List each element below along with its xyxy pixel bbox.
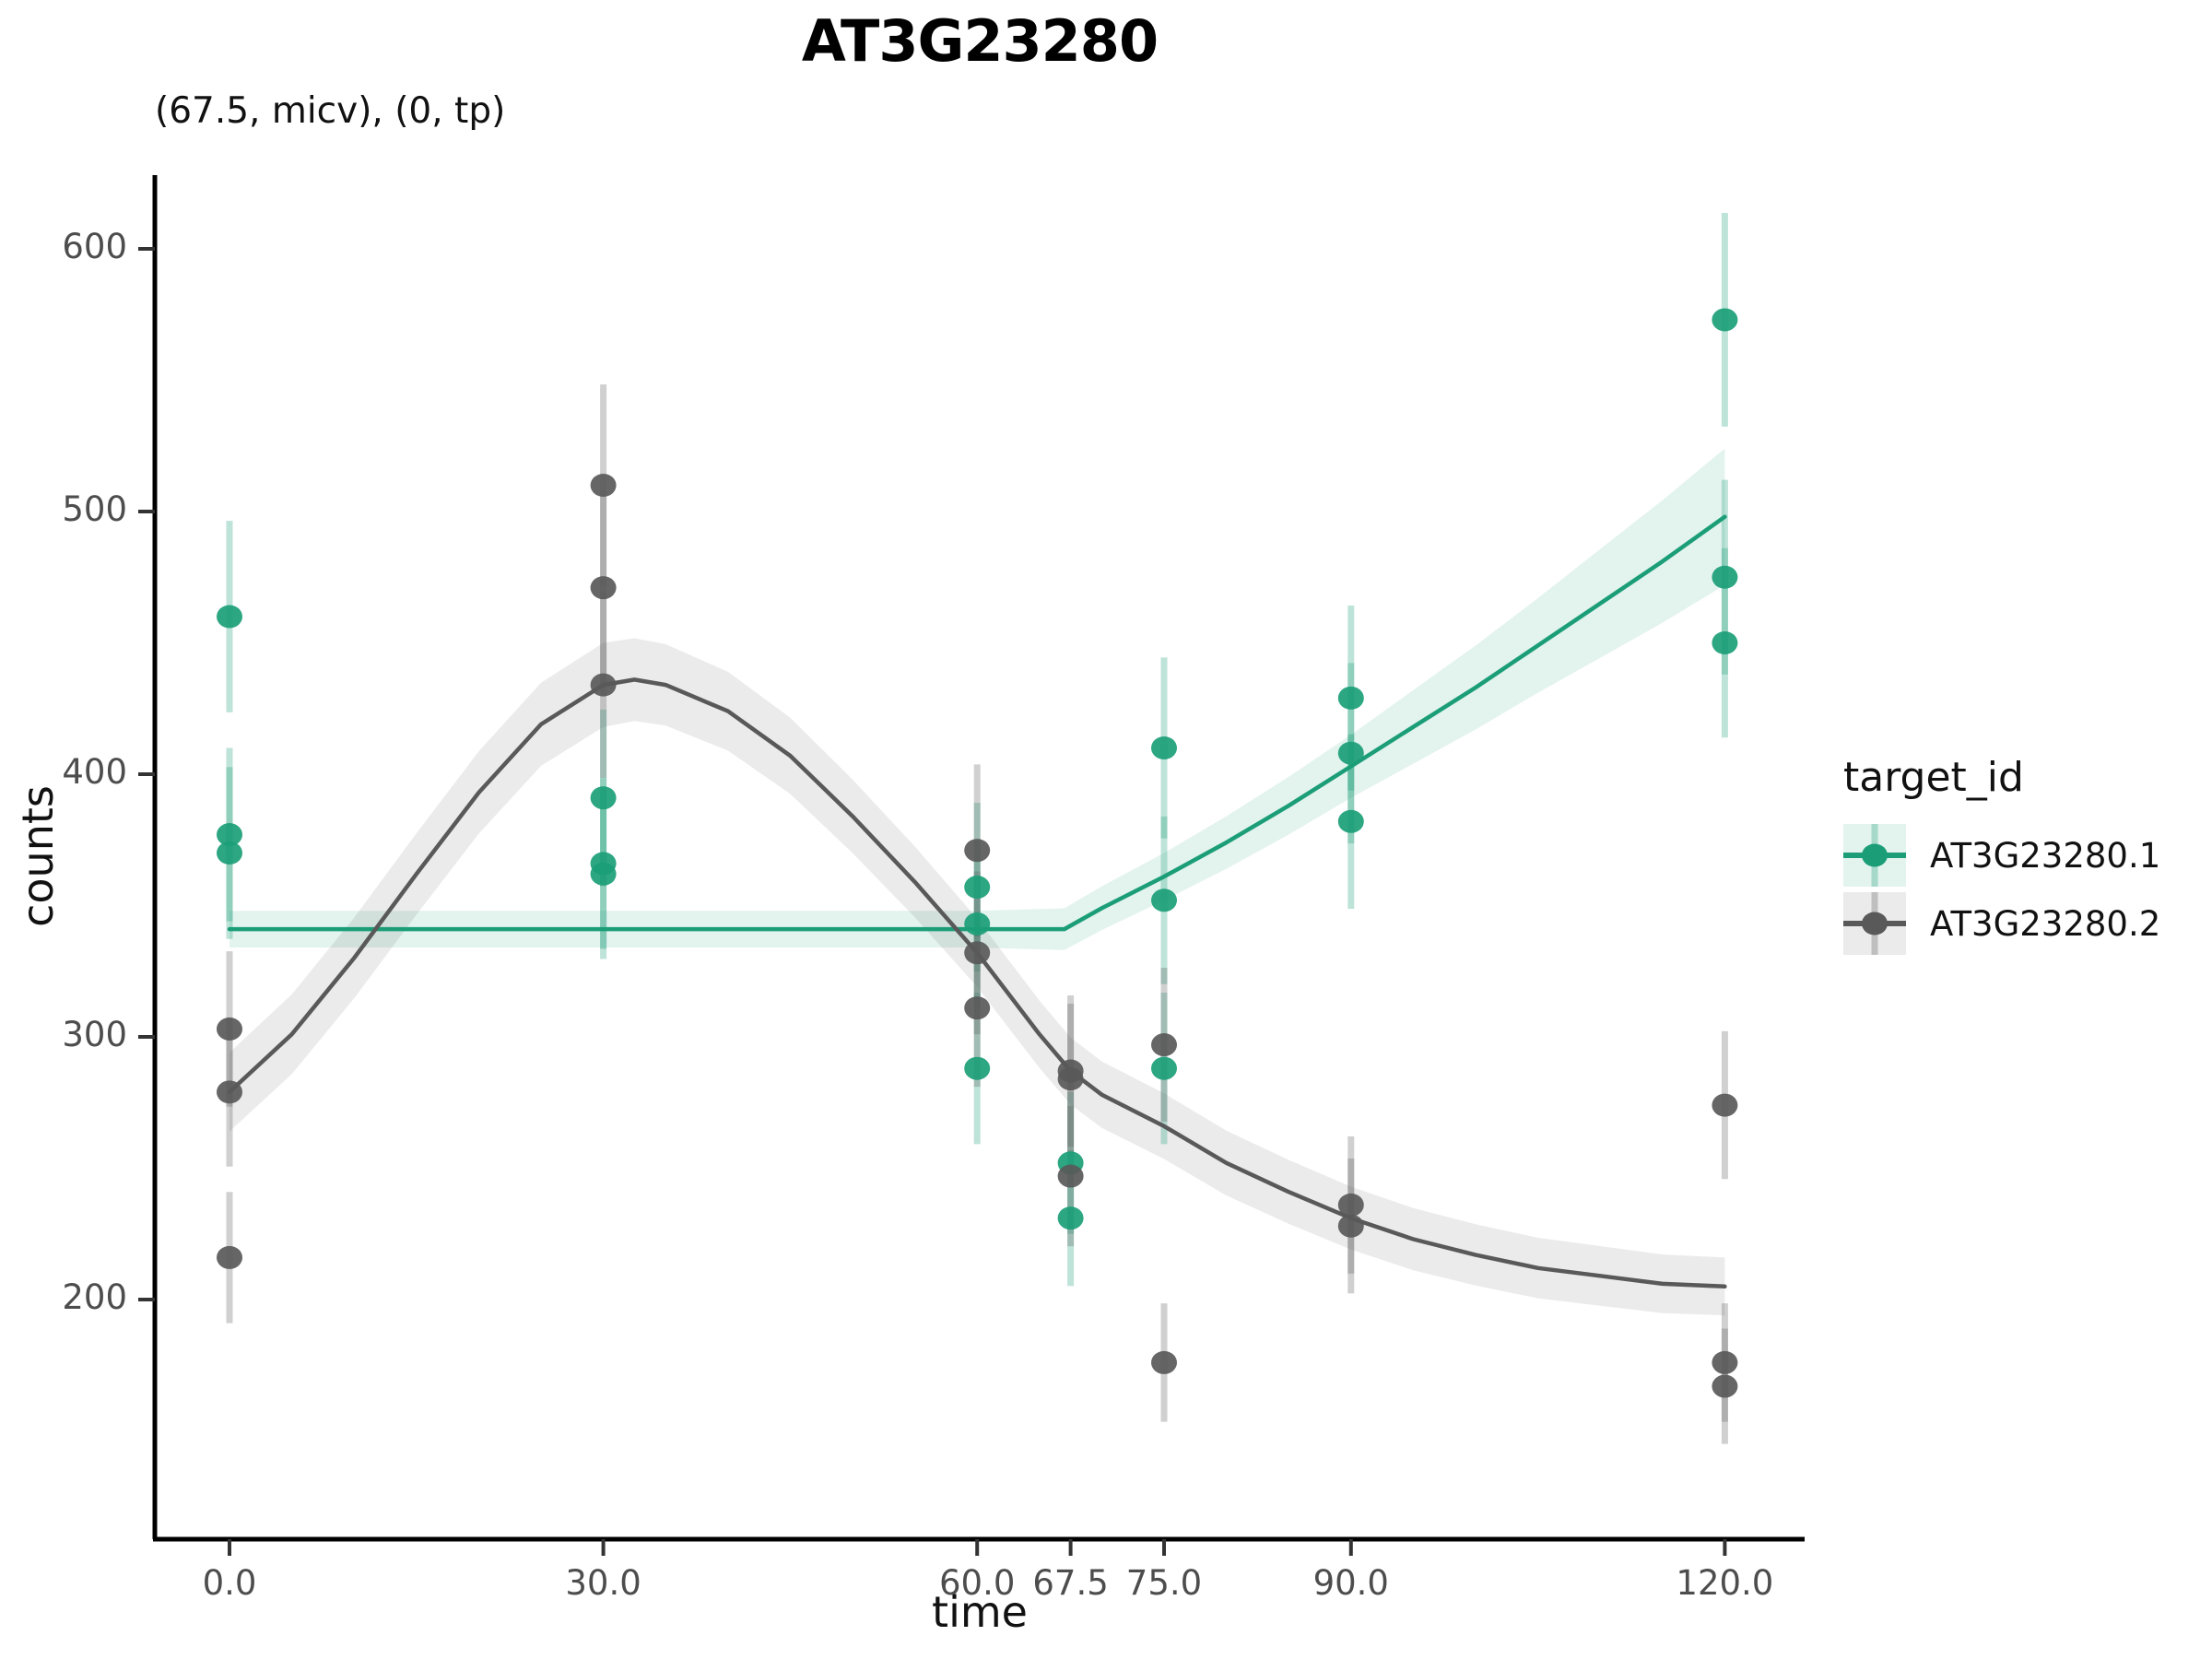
confidence-ribbon-AT3G23280.1 bbox=[229, 448, 1725, 950]
y-tick-label-200: 200 bbox=[62, 1277, 127, 1317]
data-point-AT3G23280.1 bbox=[1057, 1206, 1084, 1230]
data-point-AT3G23280.2 bbox=[1057, 1164, 1084, 1188]
y-tick-label-300: 300 bbox=[62, 1015, 127, 1054]
data-point-AT3G23280.1 bbox=[590, 862, 617, 886]
x-tick-label-90.0: 90.0 bbox=[1312, 1563, 1389, 1603]
data-point-AT3G23280.2 bbox=[590, 576, 617, 600]
point-glyph-icon bbox=[1862, 912, 1888, 935]
data-point-AT3G23280.1 bbox=[1151, 888, 1177, 912]
data-point-AT3G23280.2 bbox=[1712, 1374, 1738, 1398]
data-point-AT3G23280.1 bbox=[1151, 1056, 1177, 1080]
legend-key-swatch-2 bbox=[1843, 892, 1906, 955]
y-tick-label-600: 600 bbox=[62, 227, 127, 266]
data-point-AT3G23280.2 bbox=[217, 1017, 242, 1041]
legend-entry-AT3G23280.2: AT3G23280.2 bbox=[1843, 891, 2203, 956]
data-point-AT3G23280.1 bbox=[964, 1056, 991, 1080]
x-tick-label-60.0: 60.0 bbox=[938, 1563, 1016, 1603]
data-point-AT3G23280.2 bbox=[1151, 1033, 1177, 1057]
legend-entry-AT3G23280.1: AT3G23280.1 bbox=[1843, 823, 2203, 888]
data-point-AT3G23280.1 bbox=[217, 823, 242, 847]
data-point-AT3G23280.2 bbox=[590, 474, 617, 497]
x-axis-title: time bbox=[932, 1587, 1028, 1637]
chart-subtitle: (67.5, micv), (0, tp) bbox=[155, 90, 506, 132]
data-point-AT3G23280.1 bbox=[964, 912, 991, 935]
data-point-AT3G23280.2 bbox=[1337, 1214, 1364, 1238]
data-point-AT3G23280.1 bbox=[1337, 809, 1364, 833]
data-point-AT3G23280.2 bbox=[1151, 1350, 1177, 1374]
x-tick-label-30.0: 30.0 bbox=[565, 1563, 641, 1603]
data-point-AT3G23280.1 bbox=[1712, 631, 1738, 654]
data-point-AT3G23280.2 bbox=[1712, 1350, 1738, 1374]
chart-title: AT3G23280 bbox=[801, 7, 1159, 75]
trend-line-AT3G23280.1 bbox=[227, 514, 1727, 932]
x-tick-label-0.0: 0.0 bbox=[202, 1563, 257, 1603]
data-point-AT3G23280.1 bbox=[217, 605, 242, 629]
x-tick-label-120.0: 120.0 bbox=[1676, 1563, 1774, 1603]
data-point-AT3G23280.2 bbox=[964, 996, 991, 1020]
data-point-AT3G23280.1 bbox=[1337, 741, 1364, 765]
x-tick-label-75.0: 75.0 bbox=[1125, 1563, 1203, 1603]
data-point-AT3G23280.2 bbox=[964, 941, 991, 965]
data-point-AT3G23280.2 bbox=[1057, 1067, 1084, 1091]
point-glyph-icon bbox=[1862, 843, 1888, 867]
data-point-AT3G23280.2 bbox=[964, 839, 991, 863]
x-tick-label-67.5: 67.5 bbox=[1032, 1563, 1109, 1603]
data-point-AT3G23280.2 bbox=[590, 673, 617, 697]
data-point-AT3G23280.1 bbox=[1151, 736, 1177, 759]
y-tick-label-500: 500 bbox=[62, 489, 127, 529]
legend-label: AT3G23280.1 bbox=[1930, 835, 2161, 876]
data-point-AT3G23280.1 bbox=[964, 876, 991, 900]
data-point-AT3G23280.2 bbox=[217, 1080, 242, 1104]
data-point-AT3G23280.2 bbox=[1337, 1193, 1364, 1217]
data-point-AT3G23280.1 bbox=[1337, 686, 1364, 710]
confidence-ribbon-AT3G23280.2 bbox=[229, 638, 1725, 1316]
legend-title: target_id bbox=[1843, 754, 2024, 801]
data-point-AT3G23280.2 bbox=[1712, 1093, 1738, 1117]
legend-key-swatch-1 bbox=[1843, 824, 1906, 887]
y-tick-label-400: 400 bbox=[62, 752, 127, 792]
data-point-AT3G23280.1 bbox=[1712, 565, 1738, 589]
data-point-AT3G23280.1 bbox=[590, 786, 617, 810]
data-point-AT3G23280.1 bbox=[1712, 308, 1738, 332]
legend-label: AT3G23280.2 bbox=[1930, 903, 2161, 944]
legend: target_id AT3G23280.1 AT3G23280.2 bbox=[1843, 754, 2203, 959]
data-point-AT3G23280.2 bbox=[217, 1245, 242, 1269]
data-point-AT3G23280.1 bbox=[217, 841, 242, 865]
